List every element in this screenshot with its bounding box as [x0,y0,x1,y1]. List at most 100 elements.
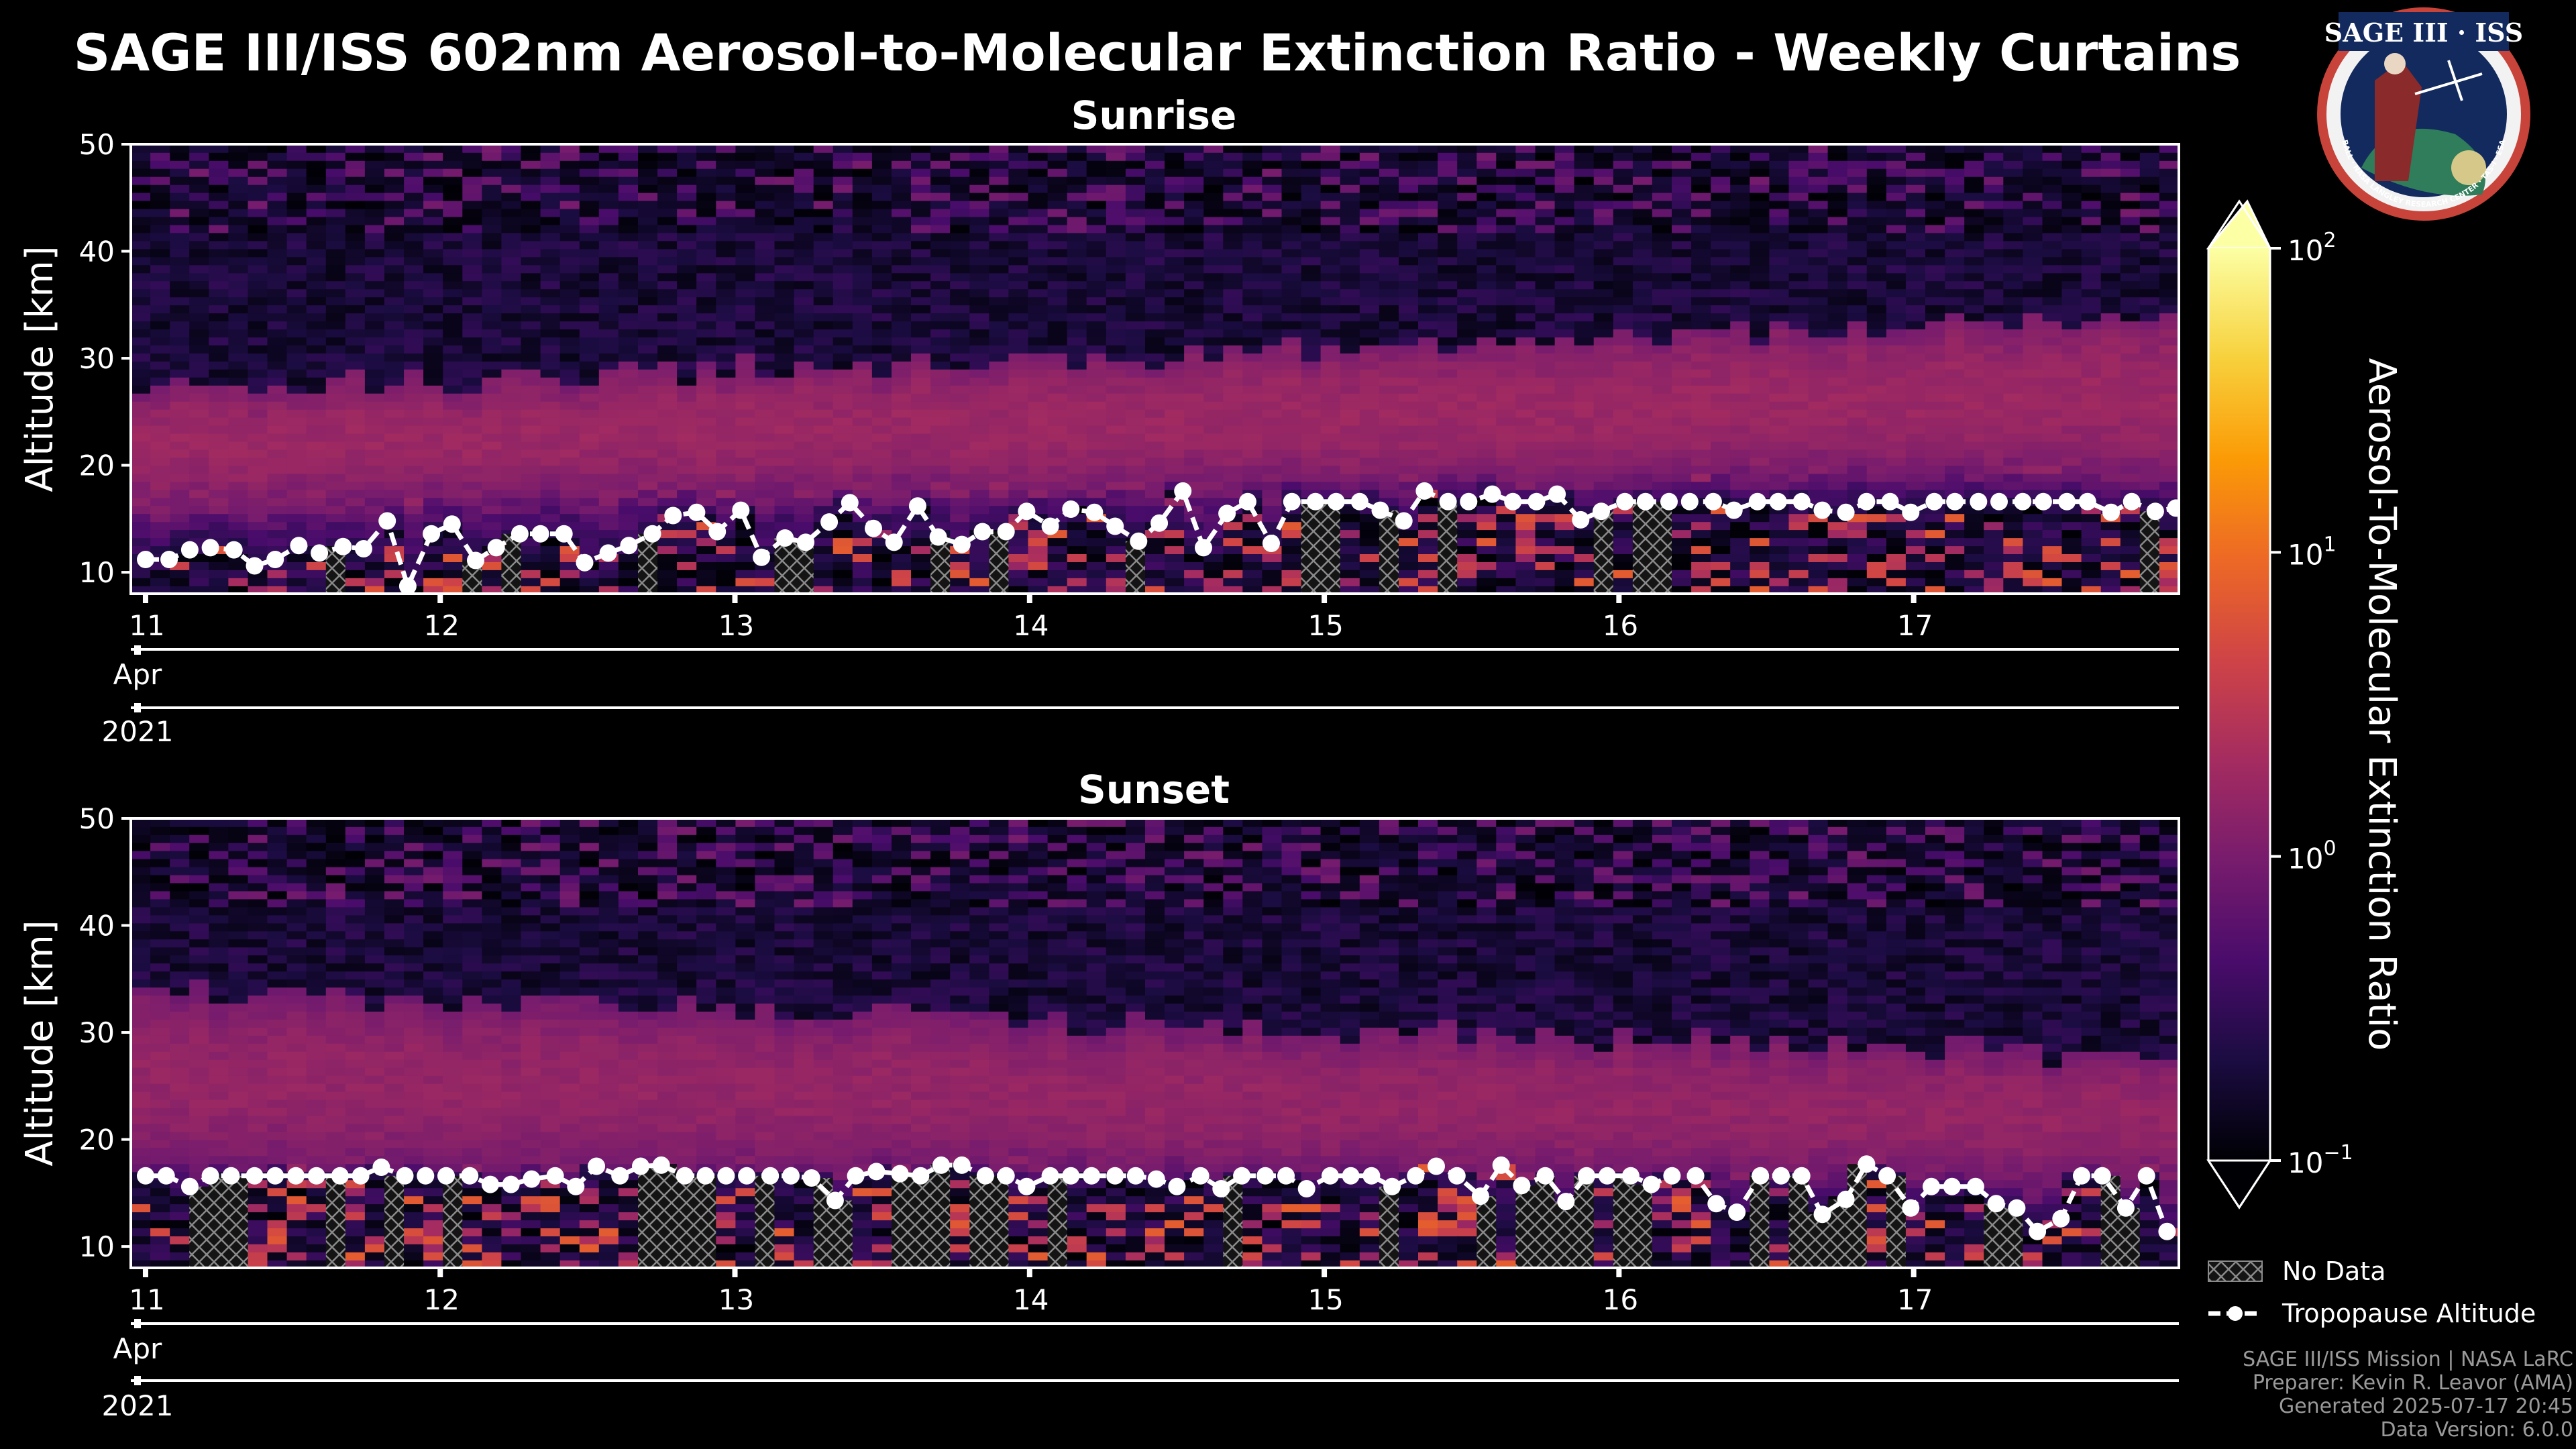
heatmap-cell [384,449,405,458]
heatmap-cell [696,369,717,378]
heatmap-cell [735,144,756,153]
heatmap-cell [1242,288,1263,298]
heatmap-cell [852,288,873,298]
heatmap-cell [1613,473,1633,482]
heatmap-cell [1769,425,1790,434]
heatmap-cell [1438,216,1458,225]
heatmap-cell [1730,152,1751,161]
heatmap-cell [364,160,385,169]
heatmap-cell [423,200,443,209]
heatmap-cell [1593,248,1614,258]
heatmap-cell [1457,578,1478,586]
heatmap-cell [1730,481,1751,490]
heatmap-cell [1672,280,1692,290]
heatmap-cell [1067,465,1087,474]
heatmap-cell [696,409,717,418]
heatmap-cell [1281,337,1302,345]
heatmap-cell [170,369,191,378]
heatmap-cell [755,232,775,241]
heatmap-cell [892,553,912,562]
heatmap-cell [892,353,912,362]
heatmap-cell [1691,321,1711,329]
heatmap-cell [1711,578,1731,586]
heatmap-cell [131,586,151,594]
heatmap-cell [248,144,268,153]
heatmap-cell [1711,297,1731,306]
heatmap-cell [989,400,1010,410]
heatmap-cell [1145,345,1165,354]
heatmap-cell [1827,473,1848,482]
heatmap-cell [248,537,268,547]
heatmap-cell [423,561,443,570]
heatmap-cell [248,473,268,482]
heatmap-cell [1223,337,1244,345]
heatmap-cell [1379,240,1399,250]
heatmap-cell [1613,465,1633,474]
heatmap-cell [286,264,307,274]
sunrise-title: Sunrise [1071,93,1237,138]
heatmap-cell [1652,192,1672,201]
heatmap-cell [1340,280,1360,290]
heatmap-cell [1047,433,1068,442]
heatmap-cell [540,513,561,523]
heatmap-cell [1262,425,1283,434]
heatmap-cell [540,248,561,258]
heatmap-cell [150,256,170,266]
heatmap-cell [1223,481,1244,490]
heatmap-cell [1613,176,1633,185]
heatmap-cell [1145,433,1165,442]
heatmap-cell [871,473,892,482]
heatmap-cell [267,481,288,490]
heatmap-cell [833,513,853,523]
heatmap-cell [189,224,210,233]
heatmap-cell [1691,570,1711,578]
heatmap-cell [1866,176,1887,185]
heatmap-cell [384,353,405,362]
heatmap-cell [482,353,502,362]
heatmap-cell [1750,465,1770,474]
heatmap-cell [1008,192,1029,201]
heatmap-cell [638,200,658,209]
heatmap-cell [1457,384,1478,394]
heatmap-cell [677,384,697,394]
heatmap-cell [1730,192,1751,201]
heatmap-cell [1496,481,1517,490]
heatmap-cell [404,160,424,169]
heatmap-cell [1847,176,1868,185]
heatmap-cell [1652,433,1672,442]
heatmap-cell [911,160,931,169]
heatmap-cell [1379,168,1399,177]
heatmap-cell [1905,529,1926,539]
heatmap-cell [423,313,443,322]
heatmap-cell [579,441,600,450]
heatmap-cell [696,305,717,314]
heatmap-cell [638,176,658,185]
heatmap-cell [1184,449,1204,458]
heatmap-cell [774,505,795,515]
heatmap-cell [852,272,873,282]
heatmap-cell [1769,168,1790,177]
heatmap-cell [1359,176,1380,185]
heatmap-cell [1086,216,1107,225]
heatmap-cell [1340,345,1360,354]
heatmap-cell [1847,216,1868,225]
heatmap-cell [755,216,775,225]
heatmap-cell [559,457,580,466]
heatmap-cell [1008,288,1029,298]
heatmap-cell [1769,521,1790,531]
heatmap-cell [657,473,678,482]
heatmap-cell [696,545,717,554]
heatmap-cell [1866,264,1887,274]
heatmap-cell [813,248,834,258]
heatmap-cell [306,361,327,370]
heatmap-cell [267,441,288,450]
heatmap-cell [189,264,210,274]
heatmap-cell [131,240,151,250]
heatmap-cell [1418,513,1438,523]
heatmap-cell [1788,208,1809,217]
heatmap-cell [1711,144,1731,153]
heatmap-cell [1711,160,1731,169]
heatmap-cell [248,586,268,594]
heatmap-cell [794,521,814,531]
heatmap-cell [150,481,170,490]
